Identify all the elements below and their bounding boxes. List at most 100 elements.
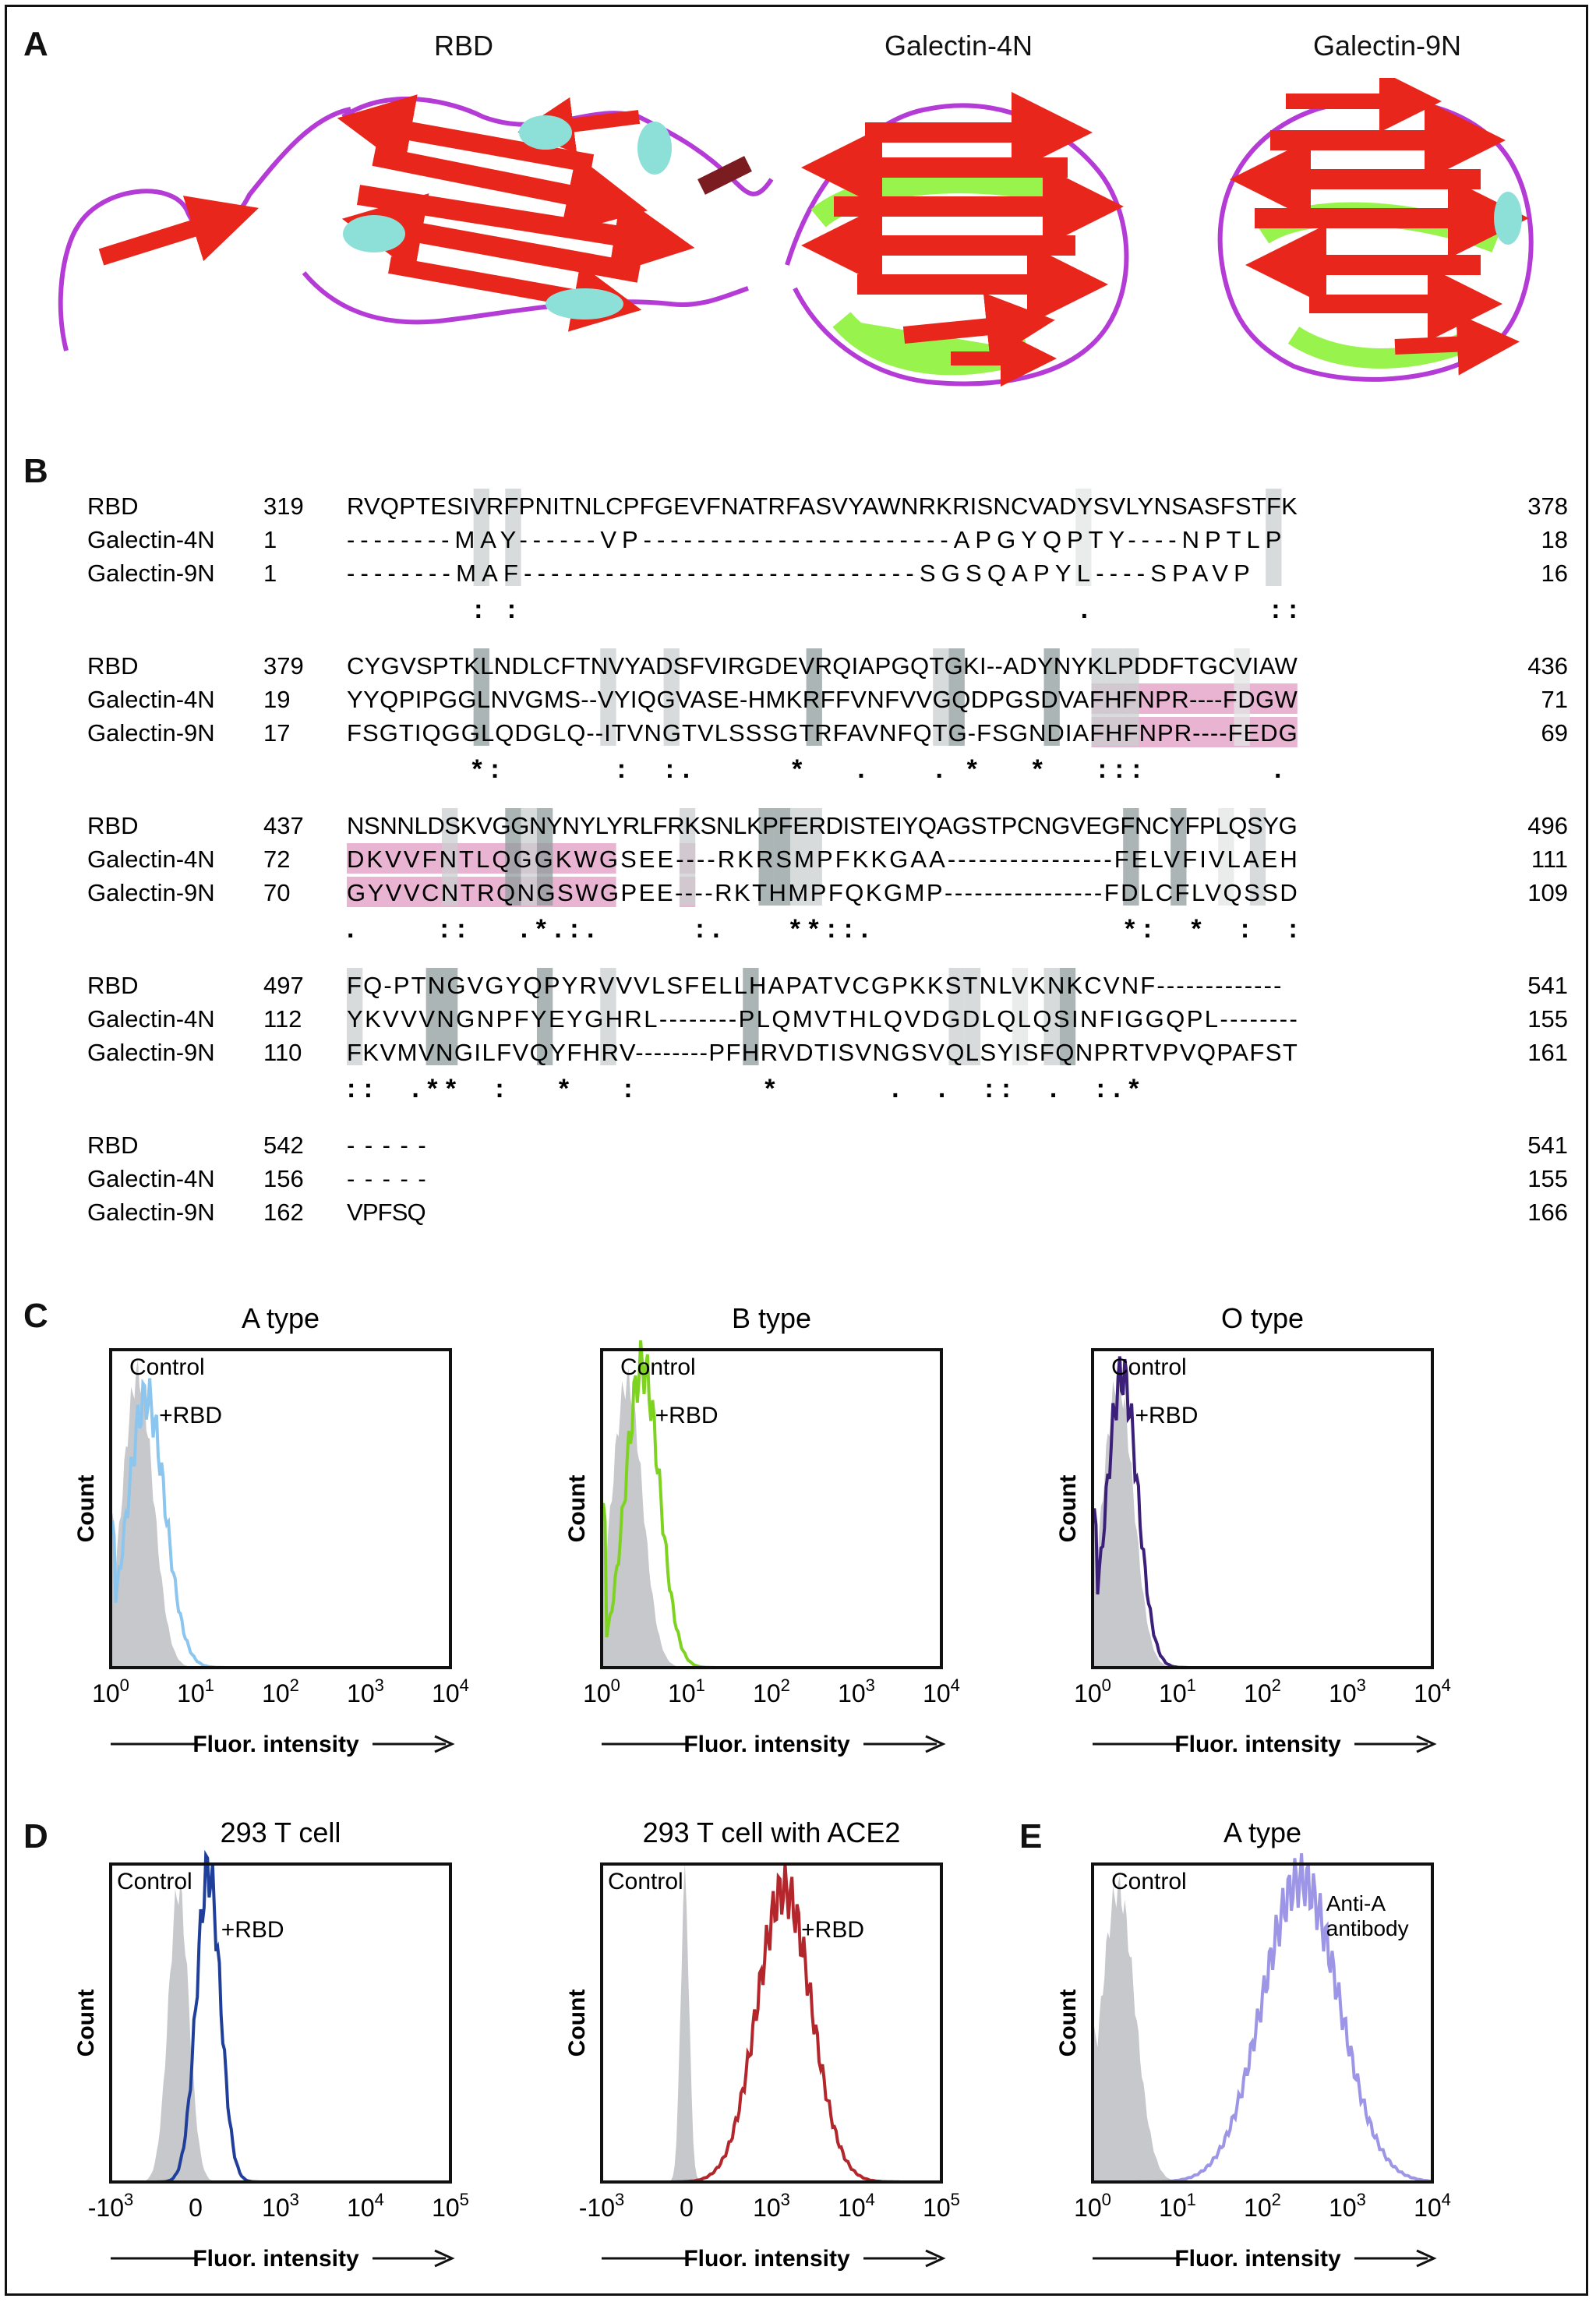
motif-highlight bbox=[347, 877, 616, 907]
sequence-start: 19 bbox=[263, 686, 290, 713]
x-axis-label: Fluor. intensity bbox=[1174, 2246, 1341, 2272]
sequence-start: 70 bbox=[263, 879, 290, 906]
conserved-column-shade bbox=[1123, 648, 1139, 746]
y-axis-label: Count bbox=[1055, 1475, 1081, 1543]
sequence-end: 109 bbox=[1527, 879, 1568, 906]
sequence-name: Galectin-9N bbox=[87, 1039, 215, 1066]
y-axis-label: Count bbox=[564, 1990, 590, 2057]
sequence-start: 162 bbox=[263, 1199, 304, 1226]
x-tick-label: -103 bbox=[88, 2190, 134, 2222]
x-tick-label: 104 bbox=[923, 1675, 960, 1707]
panel-label-c: C bbox=[23, 1297, 48, 1335]
x-tick-label: 101 bbox=[668, 1675, 705, 1707]
conserved-column-shade bbox=[441, 808, 458, 906]
histogram-a-type-rbd: A type Control +RBD Count 100 101 102 103 104 Flu… bbox=[73, 1302, 469, 1757]
x-tick-label: 103 bbox=[838, 1675, 875, 1707]
arrow-head-icon bbox=[1416, 2249, 1437, 2268]
sequence-name: RBD bbox=[87, 972, 138, 999]
conserved-column-shade bbox=[347, 968, 363, 1065]
sequence-end: 71 bbox=[1541, 686, 1568, 713]
alignment-block: RBD 379 CYGVSPTKLNDLCFTNVYADSFVIRGDEVRQIAP… bbox=[87, 648, 1568, 784]
x-tick-label: 101 bbox=[177, 1675, 214, 1707]
x-tick-label: 100 bbox=[1074, 1675, 1111, 1707]
conserved-column-shade bbox=[473, 489, 489, 586]
sequence-start: 72 bbox=[263, 846, 290, 873]
y-axis-label: Count bbox=[73, 1990, 99, 2057]
sequence-end: 541 bbox=[1527, 972, 1568, 999]
panel-label-d: D bbox=[23, 1817, 48, 1855]
histogram-title: 293 T cell bbox=[221, 1817, 341, 1848]
sequence-residues: FQ-PTNGVGYQPYRVVVLSFELLHAPATVCGPKKSTNLVK… bbox=[347, 972, 1281, 999]
sequence-end: 166 bbox=[1527, 1199, 1568, 1226]
conserved-column-shade bbox=[1171, 808, 1187, 906]
conserved-column-shade bbox=[1234, 648, 1250, 746]
conserved-column-shade bbox=[536, 808, 553, 906]
plot-frame bbox=[1091, 1348, 1434, 1669]
control-histogram bbox=[111, 1359, 450, 1668]
control-label: Control bbox=[117, 1869, 192, 1894]
sequence-start: 110 bbox=[263, 1039, 302, 1066]
sequence-residues: ----- bbox=[347, 1132, 426, 1159]
control-label: Control bbox=[1111, 1354, 1187, 1380]
histogram-b-type-rbd: B type Control +RBD Count 100 101 102 103 104 Flu… bbox=[564, 1302, 960, 1757]
sample-label: Anti-A bbox=[1326, 1891, 1386, 1915]
arrow-head-icon bbox=[925, 1735, 946, 1753]
conservation-line: : : . :: bbox=[347, 595, 1298, 624]
conserved-column-shade bbox=[948, 648, 965, 746]
sample-histogram bbox=[602, 1863, 941, 2184]
arrow-head-icon bbox=[434, 1735, 455, 1753]
galectin9n-ribbon-structure-icon bbox=[1217, 78, 1534, 382]
alignment-block: RBD 542 ----- 541 Galectin-4N 156 ----- 155 Gale… bbox=[87, 1132, 1568, 1226]
x-axis-label: Fluor. intensity bbox=[683, 1732, 850, 1757]
conserved-column-shade bbox=[521, 808, 537, 906]
x-tick-label: 104 bbox=[1414, 1675, 1451, 1707]
plot-frame bbox=[109, 1348, 452, 1669]
conserved-column-shade bbox=[505, 489, 521, 586]
conserved-column-shade bbox=[1075, 489, 1092, 586]
rbd-ribbon-structure-icon bbox=[58, 94, 774, 351]
sequence-name: RBD bbox=[87, 652, 138, 680]
sequence-name: Galectin-4N bbox=[87, 1005, 215, 1033]
conserved-column-shade bbox=[1107, 648, 1124, 746]
sample-label: +RBD bbox=[159, 1403, 222, 1428]
sequence-end: 69 bbox=[1541, 719, 1568, 747]
sequence-start: 542 bbox=[263, 1132, 304, 1159]
motif-highlight bbox=[347, 843, 616, 874]
panel-label-b: B bbox=[23, 452, 48, 490]
conserved-column-shade bbox=[774, 808, 791, 906]
sample-label: +RBD bbox=[221, 1917, 284, 1943]
sequence-name: Galectin-4N bbox=[87, 526, 215, 553]
conserved-column-shade bbox=[948, 968, 965, 1065]
control-histogram bbox=[111, 1884, 450, 2182]
x-tick-label: 0 bbox=[189, 2194, 203, 2222]
conserved-column-shade bbox=[1012, 968, 1029, 1065]
figure-frame bbox=[5, 5, 1588, 2296]
x-tick-label: 102 bbox=[753, 1675, 790, 1707]
sequence-start: 1 bbox=[263, 526, 277, 553]
x-axis-label: Fluor. intensity bbox=[192, 2246, 359, 2272]
conserved-column-shade bbox=[505, 808, 521, 906]
conserved-column-shade bbox=[1043, 968, 1060, 1065]
arrow-head-icon bbox=[1416, 1735, 1437, 1753]
conservation-line: . :: .*.:. :. **::. *: * : : bbox=[347, 914, 1298, 944]
x-tick-label: 105 bbox=[432, 2190, 469, 2222]
x-tick-label: 101 bbox=[1159, 1675, 1196, 1707]
sequence-name: RBD bbox=[87, 493, 138, 520]
sequence-end: 111 bbox=[1531, 846, 1568, 873]
x-tick-label: 100 bbox=[92, 1675, 129, 1707]
conserved-column-shade bbox=[679, 808, 696, 906]
conserved-column-shade bbox=[473, 648, 489, 746]
histogram-293t-rbd: 293 T cell Control +RBD Count -103 0 103 104 105… bbox=[73, 1817, 469, 2272]
conserved-column-shade bbox=[1059, 968, 1076, 1065]
conserved-column-shade bbox=[536, 968, 553, 1065]
x-tick-label: 101 bbox=[1159, 2190, 1196, 2222]
histogram-title: O type bbox=[1221, 1302, 1304, 1334]
sequence-end: 378 bbox=[1527, 493, 1568, 520]
sequence-start: 497 bbox=[263, 972, 304, 999]
control-label: Control bbox=[620, 1354, 696, 1380]
conservation-line: *: : :. * . . * * ::: . bbox=[347, 754, 1281, 784]
control-histogram bbox=[1093, 1368, 1432, 1668]
sequence-start: 379 bbox=[263, 652, 304, 680]
y-axis-label: Count bbox=[1055, 1990, 1081, 2057]
conserved-column-shade bbox=[1266, 489, 1282, 586]
